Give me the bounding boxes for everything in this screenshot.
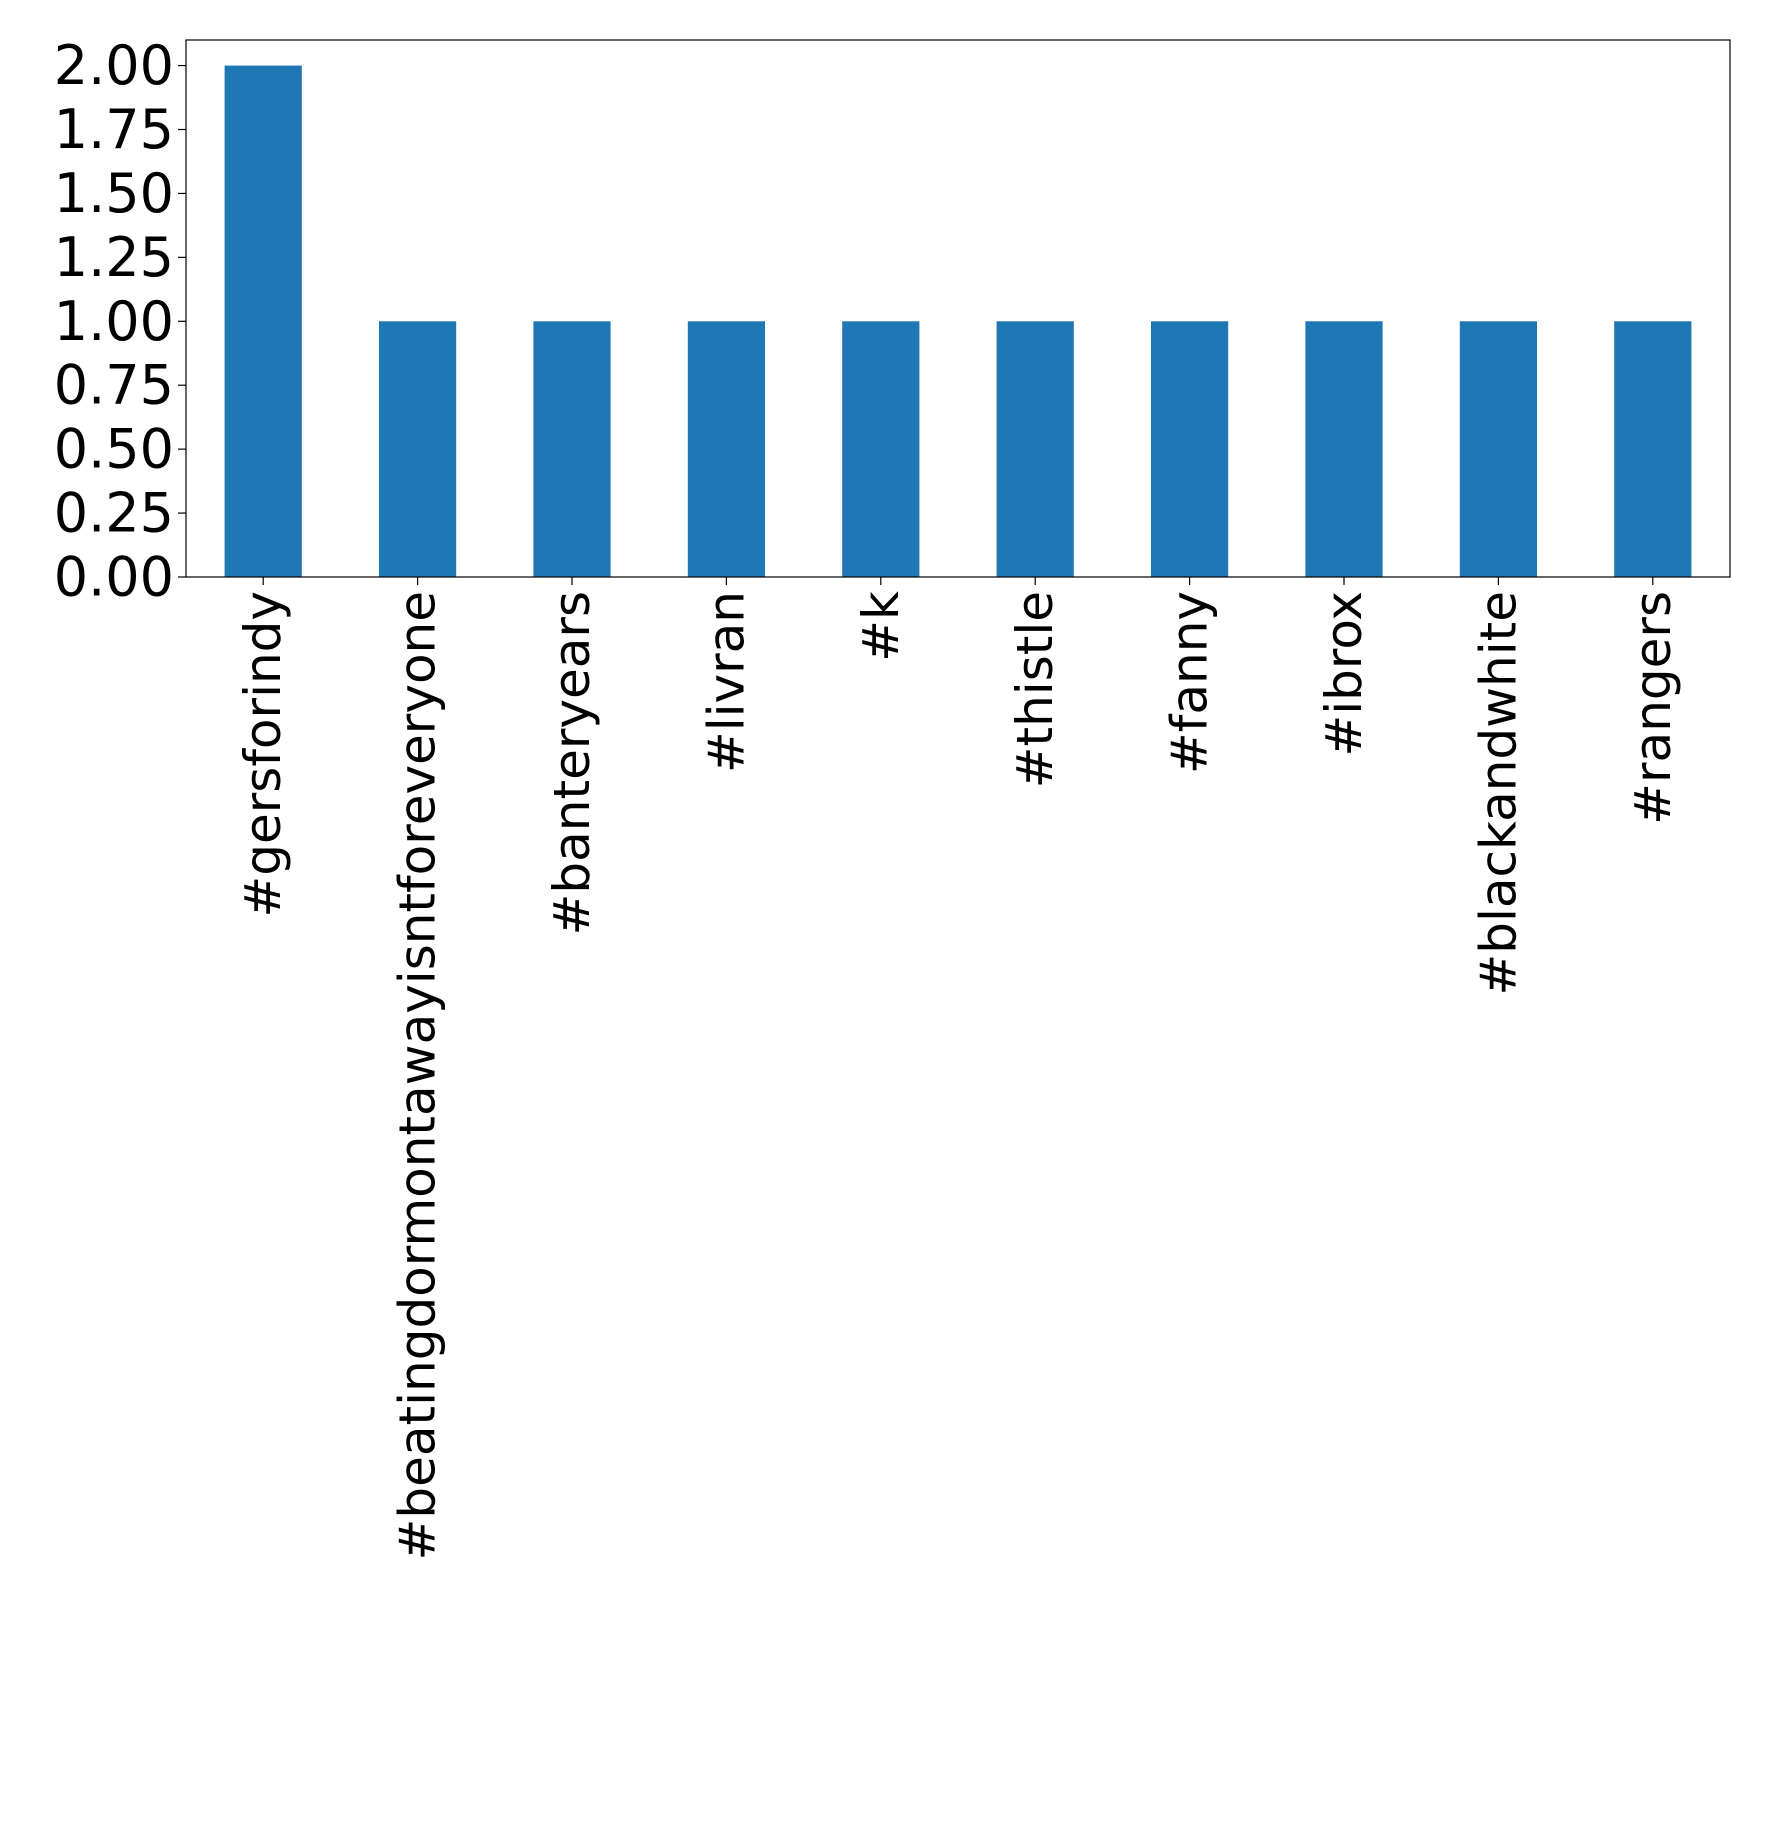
- bar-2: [533, 321, 611, 577]
- bar-0: [224, 65, 302, 578]
- bar-3: [687, 321, 765, 577]
- bar-7: [1305, 321, 1383, 577]
- y-tick-label: 0.75: [54, 354, 174, 417]
- bar-6: [1151, 321, 1229, 577]
- x-tick-label: #fanny: [1161, 591, 1219, 774]
- bar-8: [1459, 321, 1537, 577]
- y-tick-label: 1.00: [54, 290, 174, 353]
- x-tick-label: #gersforindy: [234, 591, 292, 918]
- x-tick-label: #livran: [697, 591, 755, 773]
- x-tick-label: #ibrox: [1315, 591, 1373, 757]
- y-tick-label: 0.00: [54, 546, 174, 609]
- y-tick-label: 1.50: [54, 162, 174, 225]
- bar-9: [1614, 321, 1692, 577]
- plot-frame: [185, 39, 1731, 578]
- x-tick-label: #banteryears: [543, 591, 601, 935]
- y-tick-label: 0.25: [54, 482, 174, 545]
- x-tick-label: #thistle: [1006, 591, 1064, 788]
- x-tick-label: #k: [852, 591, 910, 662]
- bar-1: [379, 321, 457, 577]
- y-tick-label: 2.00: [54, 34, 174, 97]
- y-axis: 0.000.250.500.751.001.251.501.752.00: [54, 34, 186, 609]
- x-tick-label: #blackandwhite: [1469, 591, 1527, 996]
- bars-layer: [224, 65, 1692, 578]
- y-tick-label: 0.50: [54, 418, 174, 481]
- y-tick-label: 1.25: [54, 226, 174, 289]
- x-tick-label: #beatingdormontawayisntforeveryone: [389, 591, 447, 1561]
- bar-5: [996, 321, 1074, 577]
- y-tick-label: 1.75: [54, 98, 174, 161]
- x-axis: #gersforindy #beatingdormontawayisntforev…: [234, 577, 1682, 1561]
- bar-4: [842, 321, 920, 577]
- x-tick-label: #rangers: [1624, 591, 1682, 825]
